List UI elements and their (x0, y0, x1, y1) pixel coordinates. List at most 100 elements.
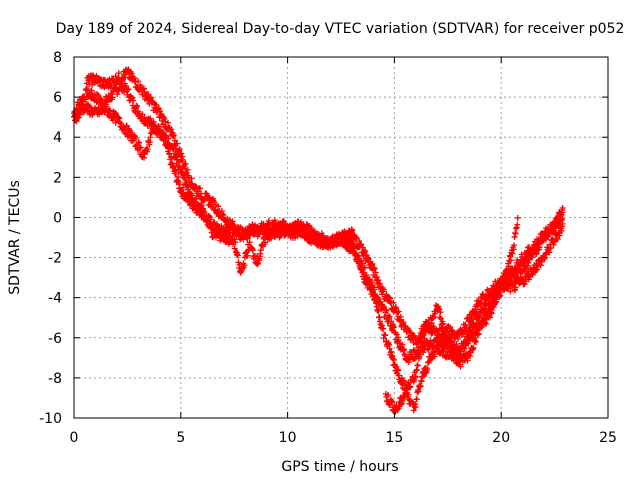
data-point (241, 262, 248, 269)
axis-ticks: 0 5 10 15 20 25 -10 -8 -6 -4 -2 0 2 4 6 8 (39, 50, 617, 446)
data-point (389, 355, 396, 362)
data-point (128, 70, 135, 77)
data-point (424, 366, 431, 373)
data-point (231, 236, 238, 243)
data-point (549, 227, 556, 234)
data-point (371, 286, 378, 293)
data-point (201, 196, 208, 203)
data-point (84, 86, 91, 93)
data-point (153, 102, 160, 109)
data-point (414, 362, 421, 369)
data-point (410, 407, 417, 414)
data-point (453, 349, 460, 356)
data-point (260, 223, 267, 230)
x-tick-label: 10 (279, 430, 297, 446)
data-point (513, 267, 520, 274)
data-point (511, 280, 518, 287)
data-point (365, 255, 372, 262)
data-point (265, 217, 272, 224)
data-point (188, 175, 195, 182)
data-point (145, 91, 152, 98)
data-point (530, 247, 537, 254)
x-tick-label: 5 (176, 430, 185, 446)
data-point (83, 80, 90, 87)
data-point (537, 262, 544, 269)
data-point (363, 251, 370, 258)
data-point (155, 122, 162, 129)
y-tick-label: -2 (48, 251, 62, 267)
y-tick-label: 6 (53, 90, 62, 106)
y-tick-label: -10 (39, 411, 62, 427)
data-point (441, 344, 448, 351)
data-point (185, 184, 192, 191)
data-point (198, 202, 205, 209)
data-point (200, 206, 207, 213)
data-point (533, 250, 540, 257)
data-point (380, 325, 387, 332)
data-point (380, 303, 387, 310)
data-point (554, 236, 561, 243)
data-point (410, 347, 417, 354)
data-point (547, 245, 554, 252)
series-1 (71, 78, 566, 366)
data-point (442, 328, 449, 335)
data-point (136, 145, 143, 152)
data-point (524, 262, 531, 269)
y-tick-label: 4 (53, 130, 62, 146)
data-point (390, 299, 397, 306)
data-point (346, 240, 353, 247)
data-point (430, 314, 437, 321)
data-point (262, 239, 269, 246)
data-point (497, 287, 504, 294)
chart-title: Day 189 of 2024, Sidereal Day-to-day VTE… (56, 21, 625, 37)
data-point (182, 160, 189, 167)
data-point (176, 158, 183, 165)
y-tick-label: 8 (53, 50, 62, 66)
data-point (446, 335, 453, 342)
data-point (395, 308, 402, 315)
data-point (500, 280, 507, 287)
data-point (457, 363, 464, 370)
data-point (507, 288, 514, 295)
data-point (397, 314, 404, 321)
data-point (504, 267, 511, 274)
x-tick-label: 25 (599, 430, 617, 446)
data-point (400, 318, 407, 325)
data-point (184, 179, 191, 186)
data-point (160, 129, 167, 136)
data-point (464, 357, 471, 364)
data-point (559, 205, 566, 212)
data-point (215, 203, 222, 210)
data-point (525, 259, 532, 266)
data-point (475, 330, 482, 337)
data-point (363, 272, 370, 279)
data-point (189, 194, 196, 201)
data-point (369, 260, 376, 267)
data-point (155, 105, 162, 112)
data-point (139, 111, 146, 118)
data-point (546, 230, 553, 237)
data-point (483, 321, 490, 328)
data-point (389, 398, 396, 405)
y-tick-label: 2 (53, 170, 62, 186)
y-axis-label: SDTVAR / TECUs (7, 180, 23, 295)
data-point (511, 242, 518, 249)
data-point (161, 115, 168, 122)
x-tick-label: 0 (70, 430, 79, 446)
data-point (413, 396, 420, 403)
data-point (355, 252, 362, 259)
data-point (514, 215, 521, 222)
data-point (88, 87, 95, 94)
data-point (172, 170, 179, 177)
data-point (488, 299, 495, 306)
data-point (380, 286, 387, 293)
data-point (184, 166, 191, 173)
data-point (103, 93, 110, 100)
data-point (308, 224, 315, 231)
data-point (216, 228, 223, 235)
data-point (482, 319, 489, 326)
data-point (135, 78, 142, 85)
x-tick-label: 15 (385, 430, 403, 446)
data-point (229, 218, 236, 225)
data-point (179, 156, 186, 163)
